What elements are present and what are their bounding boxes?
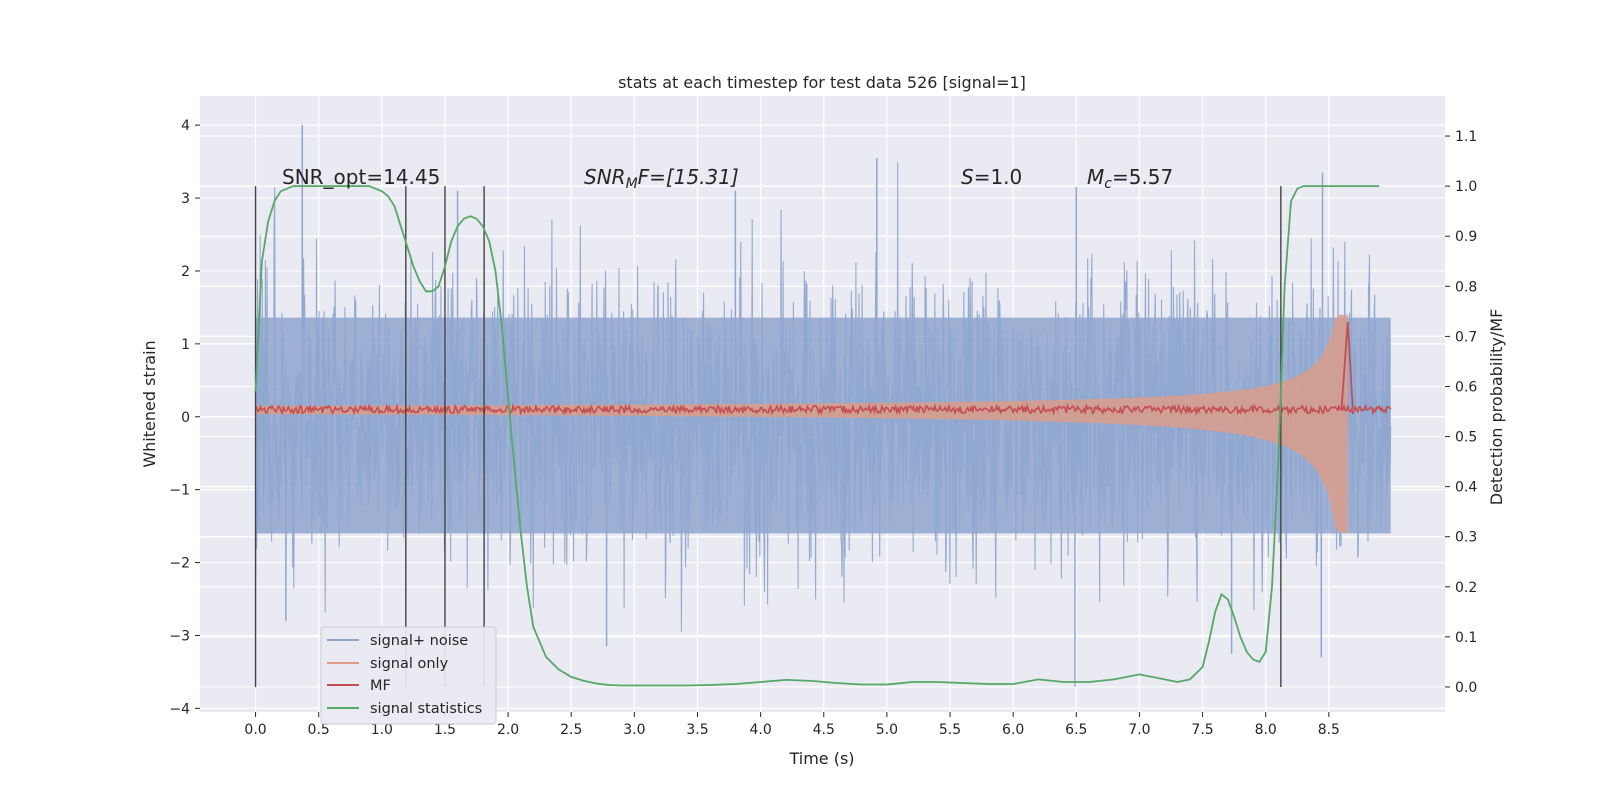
y-right-tick-label: 0.5	[1455, 430, 1477, 446]
x-tick-label: 4.0	[749, 722, 771, 738]
mf-peak	[1340, 321, 1354, 410]
annotation-snr-mf-name: SNR	[584, 165, 626, 189]
x-tick-label: 0.5	[308, 722, 330, 738]
x-tick-label: 7.0	[1128, 722, 1150, 738]
y-right-tick-label: 0.1	[1455, 630, 1477, 646]
annotation-s-name: S	[961, 165, 974, 189]
y-right-tick-label: 0.7	[1455, 329, 1477, 345]
x-tick-label: 0.0	[244, 722, 266, 738]
y-right-tick-label: 0.0	[1455, 680, 1477, 696]
annotation-snr-opt: SNR_opt=14.45	[282, 165, 440, 189]
x-tick-label: 7.5	[1191, 722, 1213, 738]
x-tick-label: 5.0	[876, 722, 898, 738]
y-right-tick-label: 0.9	[1455, 229, 1477, 245]
x-tick-label: 1.0	[371, 722, 393, 738]
annotation-s: S=1.0	[961, 165, 1022, 189]
y-tick-label: 3	[181, 191, 190, 207]
annotation-mc: Mc=5.57	[1087, 165, 1173, 192]
x-axis: 0.0 0.5 1.0 1.5 2.0 2.5 3.0 3.5 4.0 4.5 5.0 5.5 6.0 6…	[244, 712, 1340, 738]
legend-label-signal: signal only	[370, 656, 449, 672]
y-tick-label: −4	[169, 701, 190, 717]
y-axis-right-label: Detection probability/MF	[1487, 309, 1506, 506]
annotation-mc-sub: c	[1104, 176, 1112, 192]
x-tick-label: 3.0	[623, 722, 645, 738]
legend-box	[320, 626, 497, 725]
chart-title: stats at each timestep for test data 526…	[618, 73, 1026, 92]
x-tick-label: 6.0	[1002, 722, 1024, 738]
annotation-s-value: =1.0	[974, 165, 1023, 189]
y-tick-label: −1	[169, 483, 190, 499]
x-tick-label: 4.5	[813, 722, 835, 738]
x-tick-label: 3.5	[686, 722, 708, 738]
x-tick-label: 8.0	[1255, 722, 1277, 738]
y-axis-left: 4 3 2 1 0 −1 −2 −3 −4	[169, 118, 200, 717]
x-tick-label: 6.5	[1065, 722, 1087, 738]
annotation-snr-mf: SNRMF=[15.31]	[584, 165, 739, 192]
y-right-tick-label: 0.8	[1455, 279, 1477, 295]
y-right-tick-label: 1.1	[1455, 129, 1477, 145]
legend: signal+ noise signal only MF signal stat…	[320, 626, 497, 725]
annotation-snr-mf-rest: F=[15.31]	[638, 165, 739, 189]
y-tick-label: −2	[169, 556, 190, 572]
signal-statistics-series	[254, 185, 1380, 687]
y-right-tick-label: 0.2	[1455, 580, 1477, 596]
legend-label-noise: signal+ noise	[370, 633, 468, 649]
vertical-markers	[254, 186, 1282, 687]
x-tick-label: 2.0	[497, 722, 519, 738]
y-tick-label: 4	[181, 118, 190, 134]
y-axis-right: 1.1 1.0 0.9 0.8 0.7 0.6 0.5 0.4 0.3 0.2 0.1 0.0	[1445, 129, 1477, 696]
annotation-snr-mf-sub: M	[626, 176, 638, 192]
y-tick-label: 0	[181, 410, 190, 426]
y-right-tick-label: 1.0	[1455, 179, 1477, 195]
y-right-tick-label: 0.3	[1455, 530, 1477, 546]
y-tick-label: 2	[181, 264, 190, 280]
signal-only-series	[255, 314, 1348, 533]
x-tick-label: 5.5	[939, 722, 961, 738]
y-tick-label: −3	[169, 628, 190, 644]
stats-line	[254, 185, 1380, 687]
signal-envelope	[255, 314, 1348, 533]
legend-label-stats: signal statistics	[370, 701, 482, 717]
x-tick-label: 8.5	[1318, 722, 1340, 738]
annotation-mc-value: =5.57	[1112, 165, 1173, 189]
y-right-tick-label: 0.6	[1455, 379, 1477, 395]
x-axis-label: Time (s)	[788, 749, 854, 768]
y-axis-label: Whitened strain	[140, 340, 159, 467]
y-right-tick-label: 0.4	[1455, 480, 1477, 496]
annotation-mc-name: M	[1087, 165, 1104, 189]
x-tick-label: 1.5	[434, 722, 456, 738]
y-tick-label: 1	[181, 337, 190, 353]
x-tick-label: 2.5	[560, 722, 582, 738]
legend-label-mf: MF	[370, 678, 391, 694]
